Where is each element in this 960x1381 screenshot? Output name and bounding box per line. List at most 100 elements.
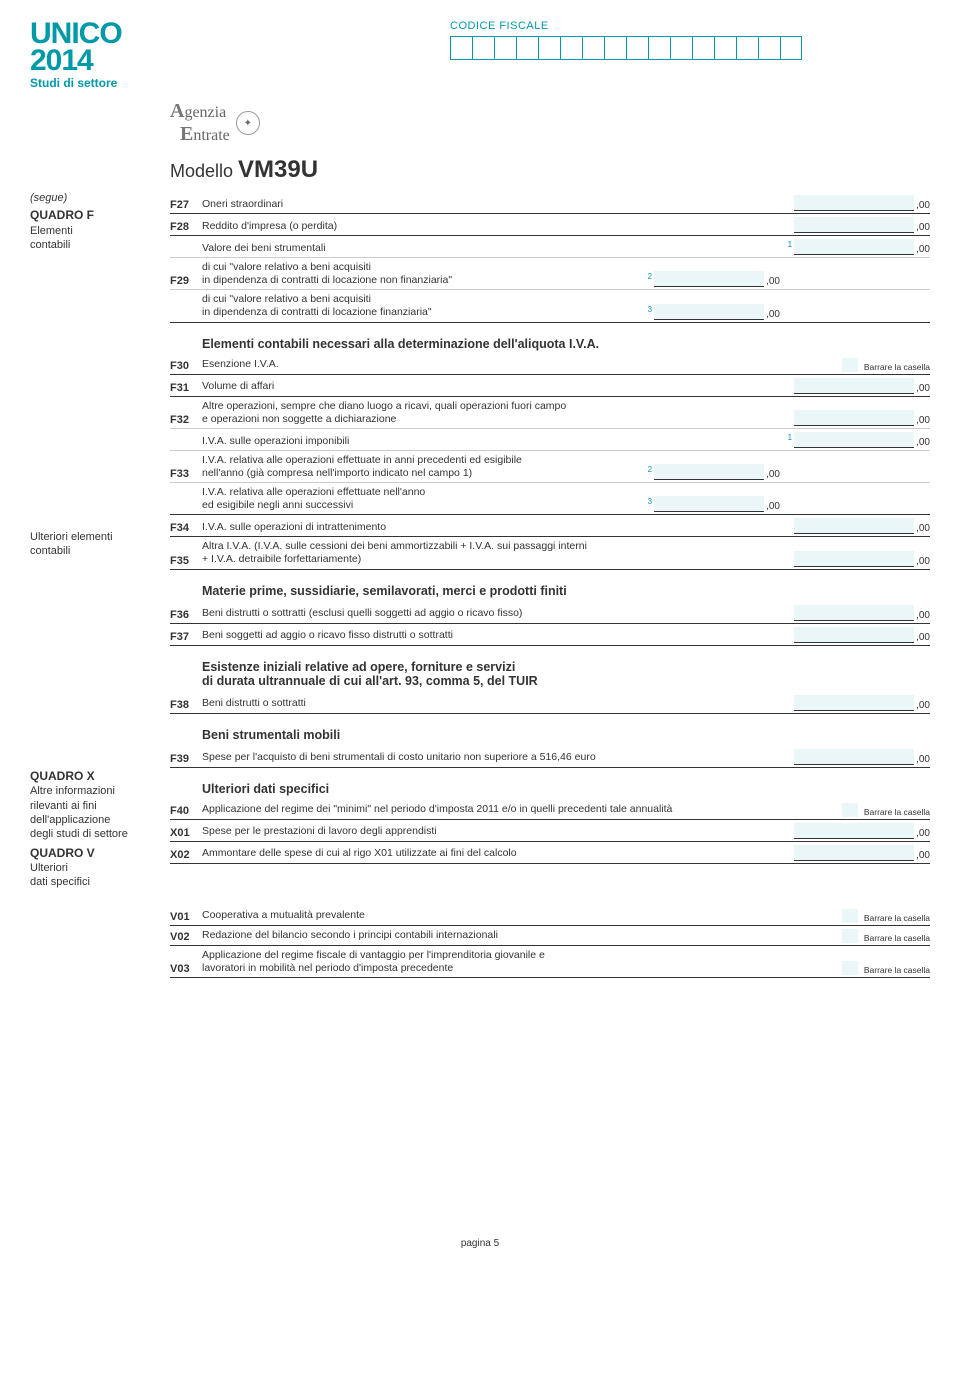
row-f32a: F32 Altre operazioni, sempre che diano l…	[170, 397, 930, 429]
desc-f32b: I.V.A. sulle operazioni imponibili	[202, 435, 788, 448]
input-f33-1[interactable]	[794, 432, 914, 448]
input-x02[interactable]	[794, 845, 914, 861]
row-v02: V02 Redazione del bilancio secondo i pri…	[170, 926, 930, 946]
codice-fiscale-label: CODICE FISCALE	[450, 20, 802, 32]
input-f33-3[interactable]	[654, 496, 764, 512]
quadro-f-sub1: Elementi	[30, 224, 162, 238]
input-f36[interactable]	[794, 605, 914, 621]
desc-f35: Altra I.V.A. (I.V.A. sulle cessioni dei …	[202, 540, 794, 566]
input-f34[interactable]	[794, 518, 914, 534]
code-f39: F39	[170, 753, 202, 765]
row-v01: V01 Cooperativa a mutualità prevalente B…	[170, 906, 930, 926]
desc-x01: Spese per le prestazioni di lavoro degli…	[202, 825, 794, 838]
row-f40: F40 Applicazione del regime dei "minimi"…	[170, 800, 930, 820]
agenzia-entrate-logo: Agenzia Entrate ✦	[170, 100, 930, 146]
row-f33b: I.V.A. relativa alle operazioni effettua…	[170, 483, 930, 515]
segue-label: (segue)	[30, 192, 162, 204]
input-f37[interactable]	[794, 627, 914, 643]
desc-v01: Cooperativa a mutualità prevalente	[202, 909, 842, 922]
code-f37: F37	[170, 631, 202, 643]
code-x02: X02	[170, 849, 202, 861]
desc-x02: Ammontare delle spese di cui al rigo X01…	[202, 847, 794, 860]
desc-f28: Reddito d'impresa (o perdita)	[202, 220, 794, 233]
row-v03: V03 Applicazione del regime fiscale di v…	[170, 946, 930, 978]
page-number: pagina 5	[30, 1238, 930, 1249]
input-x01[interactable]	[794, 823, 914, 839]
unico-label: UNICO	[30, 20, 170, 47]
input-f31[interactable]	[794, 378, 914, 394]
sup-1: 1	[788, 240, 792, 249]
barrare-f30: Barrare la casella	[864, 362, 930, 372]
codice-fiscale-block: CODICE FISCALE	[450, 20, 802, 60]
desc-f29c: di cui "valore relativo a beni acquisiti…	[202, 293, 648, 319]
input-f38[interactable]	[794, 695, 914, 711]
section-esistenze-2: di durata ultrannuale di cui all'art. 93…	[170, 674, 930, 692]
code-f31: F31	[170, 382, 202, 394]
row-f39: F39 Spese per l'acquisto di beni strumen…	[170, 746, 930, 768]
quadro-v-title: QUADRO V	[30, 846, 162, 862]
ulteriori-elem-2: contabili	[30, 544, 162, 558]
row-x01: X01 Spese per le prestazioni di lavoro d…	[170, 820, 930, 842]
input-f35[interactable]	[794, 551, 914, 567]
code-f27: F27	[170, 199, 202, 211]
section-iva-title: Elementi contabili necessari alla determ…	[170, 323, 930, 355]
desc-f33a: I.V.A. relativa alle operazioni effettua…	[202, 454, 648, 480]
codice-fiscale-boxes[interactable]	[450, 36, 802, 60]
check-f40[interactable]	[842, 803, 858, 817]
quadro-x-title: QUADRO X	[30, 769, 162, 785]
input-f32[interactable]	[794, 410, 914, 426]
quadro-x-sub3: dell'applicazione	[30, 813, 162, 827]
code-f35: F35	[170, 555, 202, 567]
input-f33-2[interactable]	[654, 464, 764, 480]
suffix: ,00	[916, 200, 930, 211]
quadro-x-sub2: rilevanti ai fini	[30, 799, 162, 813]
input-f28[interactable]	[794, 217, 914, 233]
check-v02[interactable]	[842, 929, 858, 943]
code-v02: V02	[170, 931, 202, 943]
code-v01: V01	[170, 911, 202, 923]
quadro-f-sub2: contabili	[30, 238, 162, 252]
check-f30[interactable]	[842, 358, 858, 372]
row-f29-nonfin: F29 di cui "valore relativo a beni acqui…	[170, 258, 930, 290]
row-f29-fin: di cui "valore relativo a beni acquisiti…	[170, 290, 930, 322]
code-f29: F29	[170, 275, 202, 287]
row-f34: F34 I.V.A. sulle operazioni di intratten…	[170, 515, 930, 537]
code-f32: F32	[170, 414, 202, 426]
state-emblem-icon: ✦	[236, 111, 260, 135]
code-f38: F38	[170, 699, 202, 711]
desc-v02: Redazione del bilancio secondo i princip…	[202, 929, 842, 942]
code-v03: V03	[170, 963, 202, 975]
check-v03[interactable]	[842, 961, 858, 975]
logo-block: UNICO 2014 Studi di settore	[30, 20, 170, 90]
quadro-v-sub1: Ulteriori	[30, 861, 162, 875]
desc-f34: I.V.A. sulle operazioni di intrattenimen…	[202, 521, 794, 534]
code-x01: X01	[170, 827, 202, 839]
input-f39[interactable]	[794, 749, 914, 765]
check-v01[interactable]	[842, 909, 858, 923]
input-f29-1[interactable]	[794, 239, 914, 255]
year-label: 2014	[30, 47, 170, 74]
desc-f38: Beni distrutti o sottratti	[202, 697, 794, 710]
row-x02: X02 Ammontare delle spese di cui al rigo…	[170, 842, 930, 864]
row-f32b: I.V.A. sulle operazioni imponibili 1 ,00	[170, 429, 930, 451]
row-f38: F38 Beni distrutti o sottratti ,00	[170, 692, 930, 714]
modello-label: Modello	[170, 161, 238, 181]
modello-code: VM39U	[238, 156, 318, 183]
input-f29-3[interactable]	[654, 304, 764, 320]
desc-f29a: Valore dei beni strumentali	[202, 242, 788, 255]
code-f28: F28	[170, 221, 202, 233]
row-f33a: F33 I.V.A. relativa alle operazioni effe…	[170, 451, 930, 483]
desc-f39: Spese per l'acquisto di beni strumentali…	[202, 751, 794, 764]
desc-f29b: di cui "valore relativo a beni acquisiti…	[202, 261, 648, 287]
section-esistenze-1: Esistenze iniziali relative ad opere, fo…	[170, 646, 930, 674]
quadro-x-sub4: degli studi di settore	[30, 827, 162, 841]
input-f27[interactable]	[794, 195, 914, 211]
code-f33: F33	[170, 468, 202, 480]
code-f30: F30	[170, 360, 202, 372]
desc-f33b: I.V.A. relativa alle operazioni effettua…	[202, 486, 648, 512]
desc-f30: Esenzione I.V.A.	[202, 358, 842, 371]
desc-f27: Oneri straordinari	[202, 198, 794, 211]
ulteriori-elem-1: Ulteriori elementi	[30, 530, 162, 544]
row-f37: F37 Beni soggetti ad aggio o ricavo fiss…	[170, 624, 930, 646]
input-f29-2[interactable]	[654, 271, 764, 287]
